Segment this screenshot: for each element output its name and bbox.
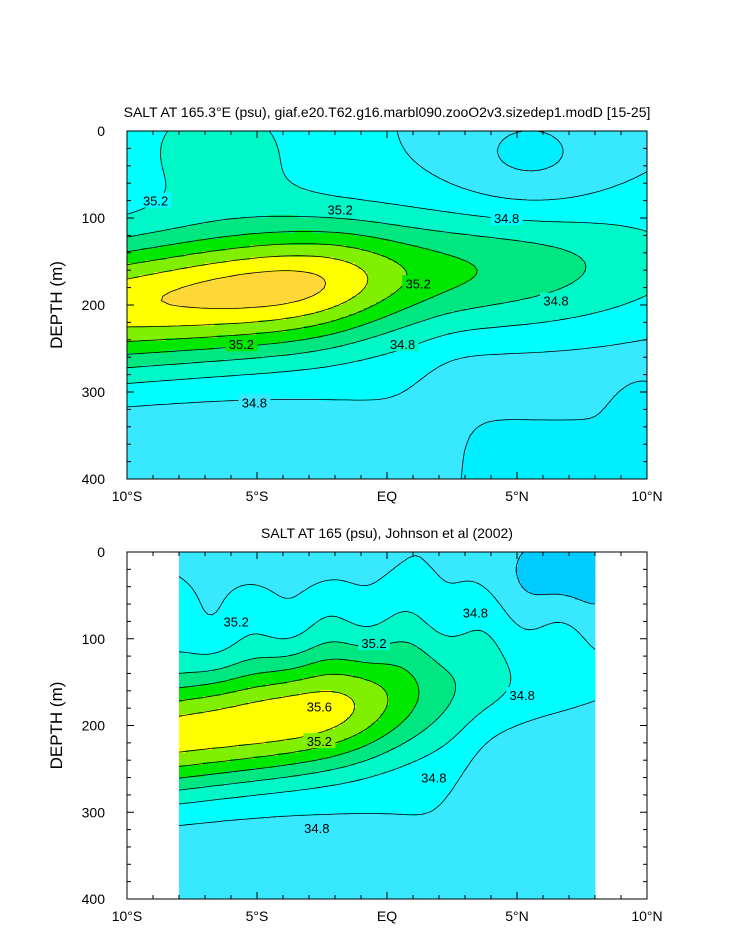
- x-tick-label: 10°N: [631, 488, 662, 504]
- x-tick-label: EQ: [377, 908, 397, 924]
- contour-label: 35.2: [143, 194, 168, 209]
- x-tick-label: 10°N: [631, 908, 662, 924]
- x-tick-label: EQ: [377, 488, 397, 504]
- x-tick-label: 10°S: [112, 488, 143, 504]
- contour-label: 34.8: [390, 337, 415, 352]
- y-axis-label: DEPTH (m): [47, 261, 66, 349]
- contour-label: 34.8: [421, 771, 446, 786]
- y-tick-label: 100: [82, 631, 106, 647]
- contour-panel-2: SALT AT 165 (psu), Johnson et al (2002) 3…: [47, 525, 663, 924]
- y-tick-label: 400: [82, 471, 106, 487]
- salinity-fill: [179, 552, 595, 899]
- contour-label: 35.2: [307, 734, 332, 749]
- x-tick-label: 5°N: [505, 908, 529, 924]
- y-tick-label: 200: [82, 718, 106, 734]
- contour-label: 34.8: [510, 688, 535, 703]
- contour-label: 34.8: [463, 606, 488, 621]
- x-tick-label: 5°S: [246, 488, 269, 504]
- y-tick-label: 200: [82, 297, 106, 313]
- x-tick-label: 5°N: [505, 488, 529, 504]
- y-tick-label: 400: [82, 891, 106, 907]
- chart-title: SALT AT 165 (psu), Johnson et al (2002): [261, 525, 513, 541]
- contour-label: 35.2: [229, 337, 254, 352]
- contour-label: 34.8: [242, 395, 267, 410]
- contour-label: 35.6: [307, 699, 332, 714]
- y-tick-label: 300: [82, 384, 106, 400]
- contour-label: 35.2: [361, 636, 386, 651]
- contour-label: 35.2: [224, 614, 249, 629]
- chart-title: SALT AT 165.3°E (psu), giaf.e20.T62.g16.…: [124, 104, 651, 120]
- contour-label: 35.2: [328, 202, 353, 217]
- x-tick-label: 5°S: [246, 908, 269, 924]
- y-tick-label: 0: [97, 544, 105, 560]
- contour-panel-1: SALT AT 165.3°E (psu), giaf.e20.T62.g16.…: [47, 104, 663, 504]
- y-tick-label: 100: [82, 210, 106, 226]
- x-tick-label: 10°S: [112, 908, 143, 924]
- y-tick-label: 300: [82, 804, 106, 820]
- contour-label: 34.8: [543, 294, 568, 309]
- y-tick-label: 0: [97, 123, 105, 139]
- contour-label: 34.8: [304, 821, 329, 836]
- y-axis-label: DEPTH (m): [47, 682, 66, 770]
- contour-label: 34.8: [494, 211, 519, 226]
- contour-label: 35.2: [406, 276, 431, 291]
